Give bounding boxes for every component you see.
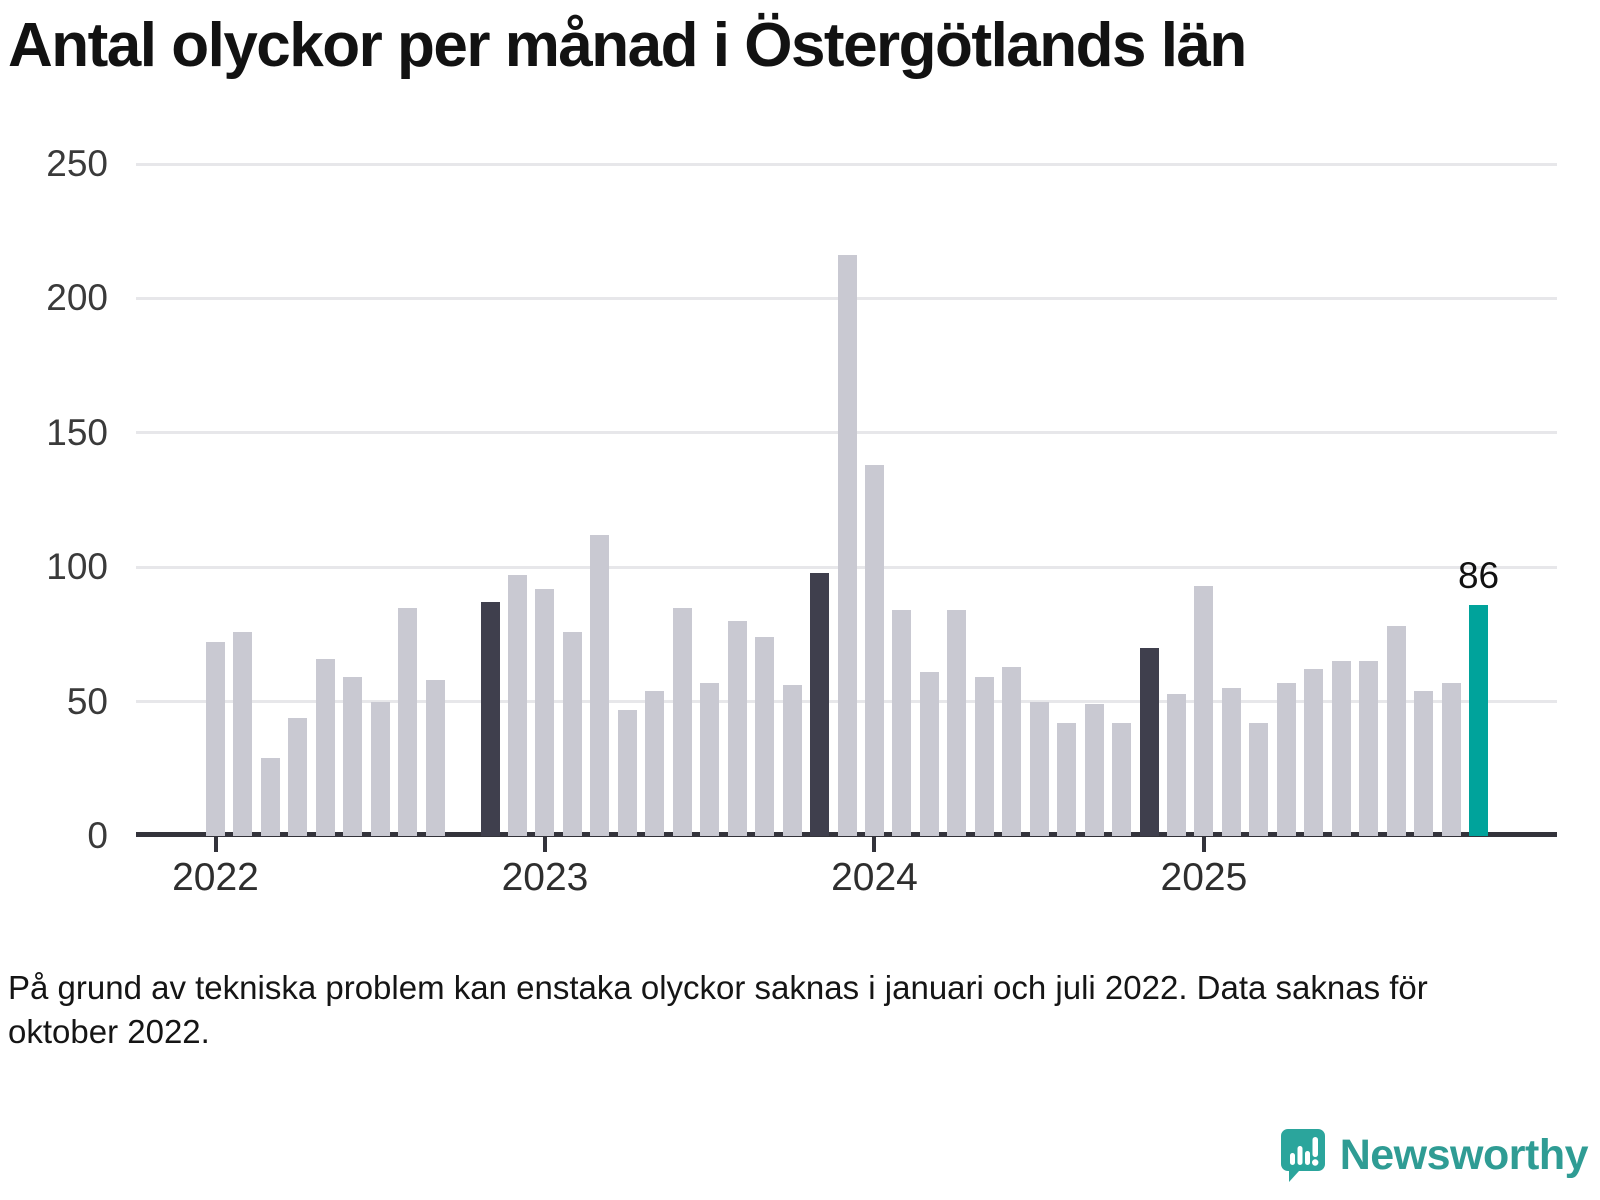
bar-2024-04 [947,610,967,836]
bar-2024-07 [1029,701,1049,836]
footnote-line-1: På grund av tekniska problem kan enstaka… [8,969,1428,1006]
bar-2025-03 [1249,723,1269,836]
newsworthy-logo-text: Newsworthy [1339,1130,1589,1179]
y-axis-label-150: 150 [46,411,108,453]
bar-2023-11 [810,572,830,836]
bar-2022-12 [508,575,528,836]
bar-2023-07 [700,682,720,836]
gridline-y-250 [136,162,1557,166]
bar-2022-05 [315,658,335,836]
bar-2022-03 [260,758,280,836]
bar-2022-06 [343,677,363,836]
bar-2024-01 [864,465,884,836]
bar-2023-12 [837,255,857,836]
y-axis-label-100: 100 [46,546,108,588]
x-axis-tick-2022 [213,837,218,852]
bar-2023-06 [672,607,692,836]
bar-2022-02 [233,631,253,836]
bar-2024-03 [919,672,939,836]
bar-2025-01 [1194,586,1214,836]
bar-2024-08 [1057,723,1077,836]
bar-2024-02 [892,610,912,836]
x-axis-label-2025: 2025 [1160,856,1248,899]
bar-2025-09 [1414,690,1434,836]
bar-value-label-2025-11: 86 [1457,554,1500,596]
bar-2024-10 [1112,723,1132,836]
bar-2022-04 [288,717,308,836]
bar-2023-09 [755,637,775,836]
bar-2022-08 [398,607,418,836]
bar-2025-10 [1441,682,1461,836]
footnote-line-2: oktober 2022. [8,1013,210,1050]
bar-2025-02 [1221,688,1241,836]
bar-2024-05 [974,677,994,836]
bar-2024-12 [1166,693,1186,836]
bar-2024-11 [1139,647,1159,836]
x-axis-label-2022: 2022 [172,856,259,899]
bar-2024-09 [1084,704,1104,836]
footnote: På grund av tekniska problem kan enstaka… [8,966,1428,1054]
y-axis-label-250: 250 [46,143,108,184]
bar-2025-05 [1304,669,1324,836]
bar-2025-08 [1386,626,1406,836]
bar-2025-06 [1331,661,1351,836]
newsworthy-logo: Newsworthy [1278,1126,1589,1184]
y-axis-label-200: 200 [46,277,108,319]
bar-2022-07 [370,701,390,836]
bar-2022-11 [480,602,500,836]
x-axis-tick-2023 [542,837,547,852]
bar-2023-03 [590,534,610,836]
bar-2023-10 [782,685,802,836]
x-axis-label-2024: 2024 [831,856,918,899]
bar-2025-04 [1276,682,1296,836]
x-axis-label-2023: 2023 [501,856,589,899]
bar-2023-08 [727,620,747,836]
bar-2025-11 [1469,604,1489,836]
bar-2023-05 [645,690,665,836]
y-axis-label-50: 50 [66,680,108,722]
bar-2022-09 [425,680,445,836]
bar-2024-06 [1002,666,1022,836]
bar-2025-07 [1359,661,1379,836]
bar-2023-02 [562,631,582,836]
bar-2022-01 [206,642,225,836]
bar-chart: 0 50 100 150 200 250 86 2022 2023 2024 2025 [46,143,1557,899]
x-axis-tick-2024 [872,837,877,852]
newsworthy-speech-bubble-bar-chart-icon [1280,1129,1325,1182]
y-axis-label-0: 0 [87,815,108,856]
bar-2023-01 [535,588,555,836]
page-title: Antal olyckor per månad i Östergötlands … [8,11,1247,80]
bar-2023-04 [617,709,637,836]
x-axis-tick-2025 [1201,837,1206,852]
